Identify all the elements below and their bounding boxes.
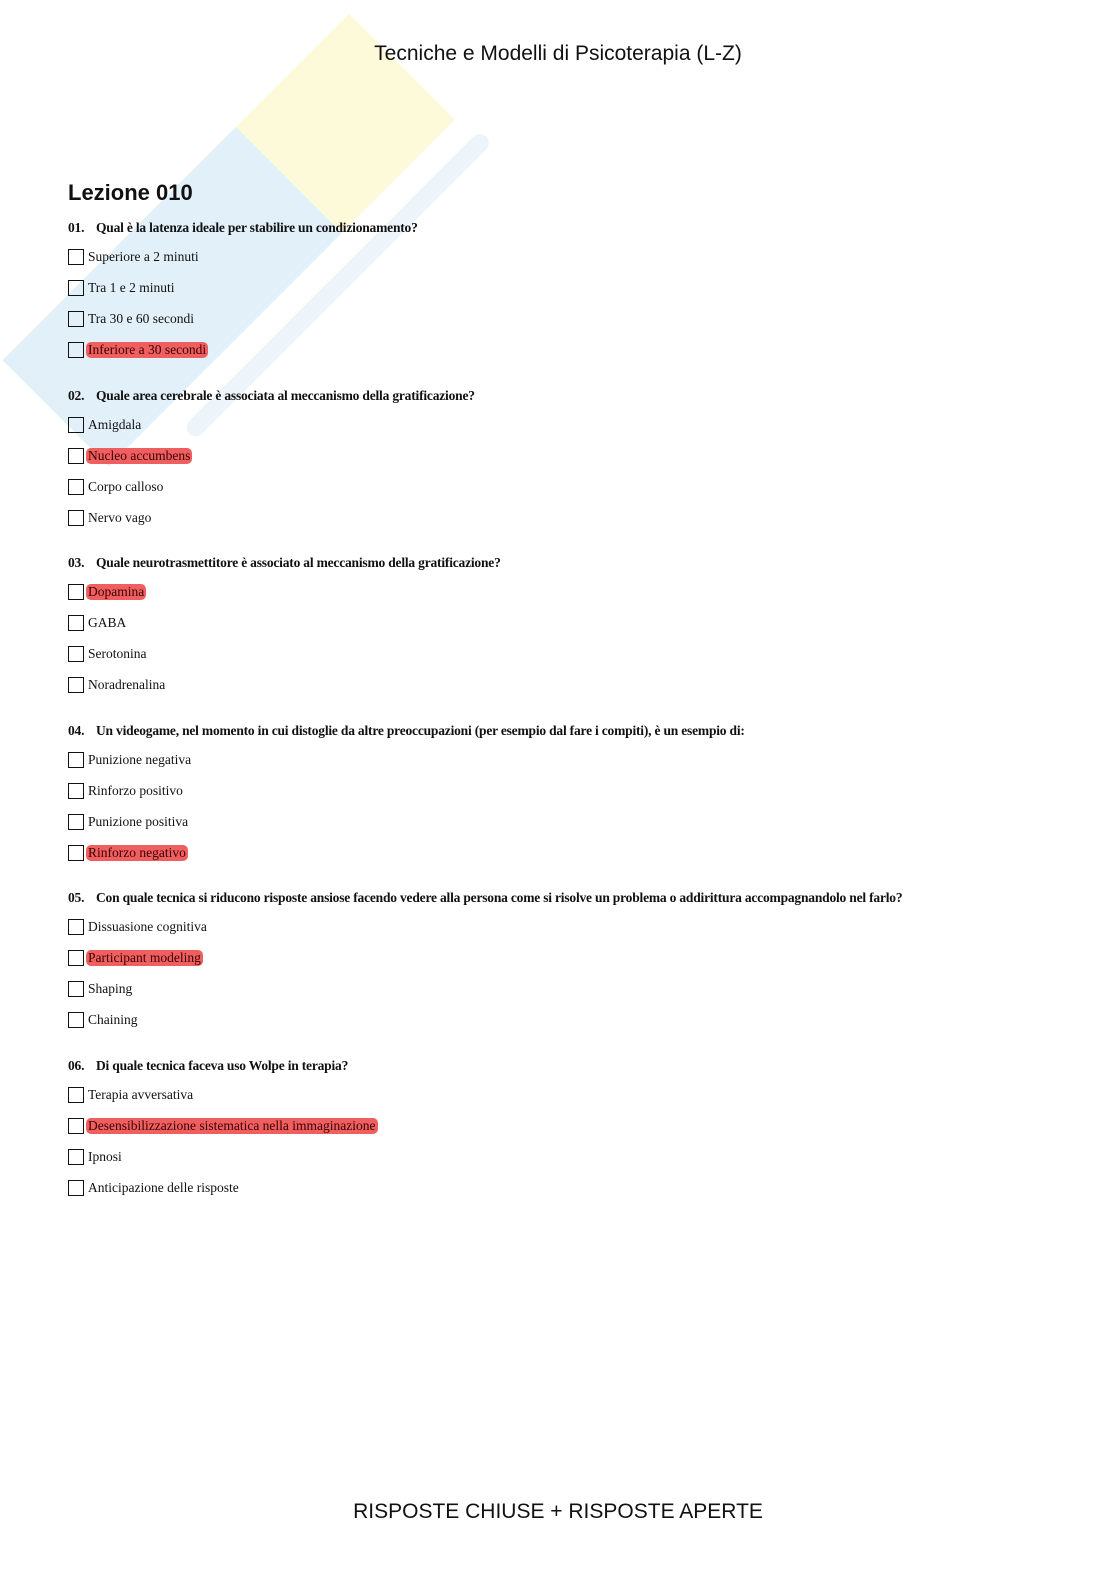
question-label: Un videogame, nel momento in cui distogl… <box>96 722 745 738</box>
answer-option[interactable]: Corpo calloso <box>68 477 163 497</box>
checkbox[interactable] <box>68 751 84 768</box>
document-header: Tecniche e Modelli di Psicoterapia (L-Z) <box>374 42 742 65</box>
answer-label: Nervo vago <box>88 509 152 525</box>
checkbox[interactable] <box>68 813 84 830</box>
answer-label: Amigdala <box>88 416 142 432</box>
answer-label: Serotonina <box>88 646 147 661</box>
question: 01. Qual è la latenza ideale per stabilir… <box>68 218 418 358</box>
checkbox[interactable] <box>68 447 84 464</box>
answer-option[interactable]: Anticipazione delle risposte <box>68 1178 239 1198</box>
checkbox[interactable] <box>68 950 84 966</box>
correct-answer-label: Participant modeling <box>86 950 203 966</box>
question-label: Con quale tecnica si riducono risposte a… <box>96 890 903 905</box>
question-number: 04. <box>68 722 85 738</box>
question-text: 01. Qual è la latenza ideale per stabilir… <box>68 218 418 238</box>
question-text: 02. Quale area cerebrale è associata al m… <box>68 386 475 406</box>
checkbox[interactable] <box>68 280 84 296</box>
checkbox[interactable] <box>68 1086 84 1103</box>
checkbox[interactable] <box>68 1148 84 1165</box>
answer-label: Superiore a 2 minuti <box>88 249 199 264</box>
answer-label: Chaining <box>88 1012 138 1027</box>
question-label: Di quale tecnica faceva uso Wolpe in ter… <box>96 1057 349 1073</box>
question-number: 03. <box>68 555 85 570</box>
question: 03. Quale neurotrasmettitore è associato … <box>68 553 501 693</box>
answer-label: Noradrenalina <box>88 677 166 692</box>
answer-option[interactable]: Punizione negativa <box>68 750 191 770</box>
correct-answer-label: Nucleo accumbens <box>86 447 193 464</box>
answer-option[interactable]: Tra 1 e 2 minuti <box>68 278 175 298</box>
question: 04. Un videogame, nel momento in cui dist… <box>68 721 745 861</box>
answer-option[interactable]: Amigdala <box>68 415 141 435</box>
answer-option[interactable]: Desensibilizzazione sistematica nella im… <box>68 1116 378 1136</box>
checkbox[interactable] <box>68 1117 84 1134</box>
answer-label: Rinforzo positivo <box>88 782 183 798</box>
answer-label: Tra 1 e 2 minuti <box>88 280 175 295</box>
question-number: 02. <box>68 387 85 403</box>
correct-answer-label: Inferiore a 30 secondi <box>86 342 209 358</box>
question-number: 06. <box>68 1057 85 1073</box>
question-number: 01. <box>68 220 85 235</box>
question-text: 03. Quale neurotrasmettitore è associato … <box>68 553 501 573</box>
question-label: Qual è la latenza ideale per stabilire u… <box>96 220 418 235</box>
correct-answer-label: Rinforzo negativo <box>86 844 188 861</box>
question-text: 04. Un videogame, nel momento in cui dist… <box>68 721 745 741</box>
checkbox[interactable] <box>68 509 84 526</box>
answer-label: Corpo calloso <box>88 478 164 494</box>
question: 06. Di quale tecnica faceva uso Wolpe in … <box>68 1056 378 1196</box>
answer-label: Anticipazione delle risposte <box>88 1179 239 1195</box>
answer-option[interactable]: Shaping <box>68 979 132 999</box>
question: 02. Quale area cerebrale è associata al m… <box>68 386 475 526</box>
question-text: 05. Con quale tecnica si riducono rispost… <box>68 888 903 908</box>
answer-option[interactable]: Superiore a 2 minuti <box>68 247 199 267</box>
checkbox[interactable] <box>68 311 84 327</box>
correct-answer-label: Dopamina <box>86 584 147 600</box>
checkbox[interactable] <box>68 844 84 861</box>
answer-option[interactable]: Serotonina <box>68 644 147 664</box>
answer-label: Punizione negativa <box>88 751 192 767</box>
answer-label: Terapia avversativa <box>88 1086 194 1102</box>
correct-answer-label: Desensibilizzazione sistematica nella im… <box>86 1117 378 1134</box>
answer-label: Dissuasione cognitiva <box>88 919 207 934</box>
checkbox[interactable] <box>68 342 84 358</box>
question-text: 06. Di quale tecnica faceva uso Wolpe in … <box>68 1056 348 1076</box>
checkbox[interactable] <box>68 1179 84 1196</box>
checkbox[interactable] <box>68 615 84 631</box>
checkbox[interactable] <box>68 584 84 600</box>
answer-option[interactable]: Nucleo accumbens <box>68 446 193 466</box>
question: 05. Con quale tecnica si riducono rispost… <box>68 888 903 1028</box>
checkbox[interactable] <box>68 646 84 662</box>
answer-option[interactable]: Dissuasione cognitiva <box>68 917 207 937</box>
answer-option[interactable]: Tra 30 e 60 secondi <box>68 309 194 329</box>
answer-option[interactable]: Inferiore a 30 secondi <box>68 340 209 360</box>
answer-option[interactable]: GABA <box>68 613 126 633</box>
answer-label: Punizione positiva <box>88 813 189 829</box>
checkbox[interactable] <box>68 416 84 433</box>
answer-label: Shaping <box>88 981 133 996</box>
answer-option[interactable]: Noradrenalina <box>68 675 165 695</box>
answer-label: GABA <box>88 615 127 630</box>
checkbox[interactable] <box>68 919 84 935</box>
checkbox[interactable] <box>68 981 84 997</box>
answer-option[interactable]: Participant modeling <box>68 948 203 968</box>
answer-option[interactable]: Nervo vago <box>68 508 151 528</box>
answer-option[interactable]: Terapia avversativa <box>68 1085 193 1105</box>
checkbox[interactable] <box>68 782 84 799</box>
answer-label: Ipnosi <box>88 1148 122 1164</box>
answer-option[interactable]: Ipnosi <box>68 1147 122 1167</box>
lesson-title: Lezione 010 <box>68 180 193 205</box>
question-label: Quale area cerebrale è associata al mecc… <box>96 387 475 403</box>
answer-option[interactable]: Dopamina <box>68 582 147 602</box>
checkbox[interactable] <box>68 677 84 693</box>
answer-label: Tra 30 e 60 secondi <box>88 311 194 326</box>
checkbox[interactable] <box>68 249 84 265</box>
question-label: Quale neurotrasmettitore è associato al … <box>96 555 501 570</box>
answer-option[interactable]: Chaining <box>68 1010 138 1030</box>
checkbox[interactable] <box>68 1012 84 1028</box>
question-number: 05. <box>68 890 85 905</box>
answer-option[interactable]: Rinforzo positivo <box>68 781 183 801</box>
answer-option[interactable]: Rinforzo negativo <box>68 843 188 863</box>
document-footer: RISPOSTE CHIUSE + RISPOSTE APERTE <box>353 1500 763 1523</box>
answer-option[interactable]: Punizione positiva <box>68 812 188 832</box>
checkbox[interactable] <box>68 478 84 495</box>
